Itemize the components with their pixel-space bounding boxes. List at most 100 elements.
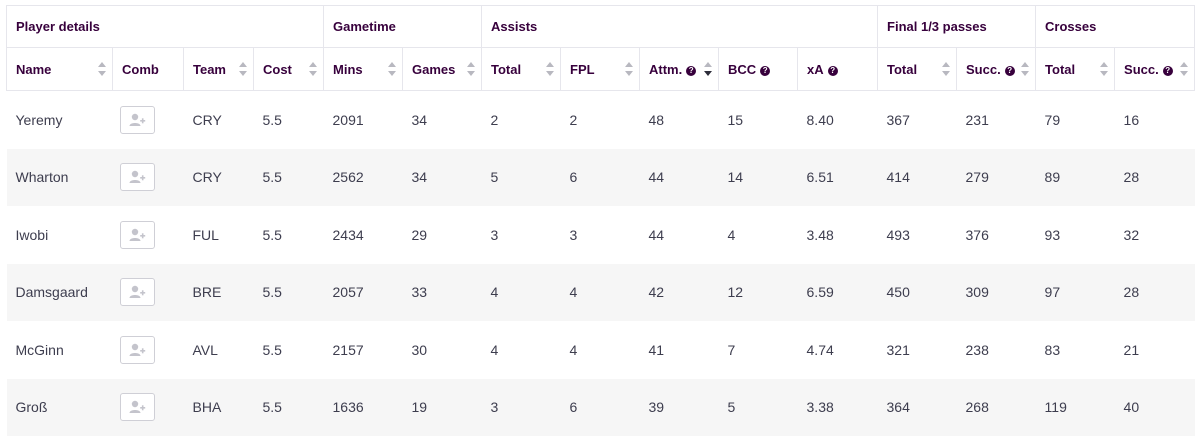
team-cell: BRE <box>183 263 254 321</box>
group-gametime: Gametime <box>323 5 483 48</box>
xa-cell: 3.38 <box>797 378 878 436</box>
col-header-fpl[interactable]: FPL <box>560 47 641 91</box>
sort-arrows-icon[interactable] <box>546 62 555 76</box>
bcc-cell: 15 <box>727 111 744 128</box>
bcc-cell: 14 <box>718 148 798 206</box>
col-header-mins[interactable]: Mins <box>323 47 404 91</box>
add-player-icon <box>129 171 146 184</box>
col-header-xa[interactable]: xA? <box>797 47 879 91</box>
column-header-row: Name Comb Team Cost Mins Games Total FPL… <box>6 47 1196 91</box>
crosses-succ-cell: 21 <box>1123 341 1140 358</box>
stats-table-container: Player details Gametime Assists Final 1/… <box>5 5 1196 436</box>
player-name[interactable]: Groß <box>6 378 113 436</box>
player-name[interactable]: Wharton <box>6 148 113 206</box>
crosses-total-cell: 93 <box>1044 226 1061 243</box>
col-header-final-total-label: Total <box>887 61 918 77</box>
bcc-cell: 7 <box>727 341 736 358</box>
fpl-cell: 4 <box>569 341 578 358</box>
cost-cell: 5.5 <box>262 226 282 243</box>
mins-cell: 2157 <box>332 341 364 358</box>
games-cell: 34 <box>411 111 428 128</box>
fpl-cell: 3 <box>569 226 578 243</box>
help-circle-icon[interactable]: ? <box>1162 65 1173 76</box>
sort-arrows-icon[interactable] <box>1021 62 1030 76</box>
player-stats-table: Player details Gametime Assists Final 1/… <box>5 5 1196 436</box>
games-cell: 34 <box>402 148 482 206</box>
player-name[interactable]: Damsgaard <box>6 263 113 321</box>
final-succ-cell: 268 <box>956 378 1036 436</box>
fpl-cell: 6 <box>560 378 640 436</box>
player-name[interactable]: Iwobi <box>15 226 49 243</box>
column-group-header-row: Player details Gametime Assists Final 1/… <box>5 5 1196 48</box>
col-header-team[interactable]: Team <box>183 47 254 91</box>
sort-arrows-icon[interactable] <box>1100 62 1109 76</box>
col-header-attm-label: Attm. <box>649 61 683 77</box>
table-body: Yeremy CRY 5.5 2091 34 2 2 48 15 8.40 36… <box>6 91 1195 436</box>
fpl-cell: 6 <box>560 148 640 206</box>
col-header-crosses-total-label: Total <box>1045 61 1076 77</box>
comb-cell <box>113 91 184 149</box>
comb-cell <box>113 206 184 264</box>
cost-cell: 5.5 <box>262 341 282 358</box>
col-header-assists-total[interactable]: Total <box>481 47 562 91</box>
col-header-final-total[interactable]: Total <box>877 47 958 91</box>
add-player-icon <box>129 286 146 299</box>
col-header-name[interactable]: Name <box>6 47 113 91</box>
add-to-comb-button[interactable] <box>119 393 155 422</box>
help-circle-icon[interactable]: ? <box>1004 65 1015 76</box>
mins-cell: 1636 <box>323 378 403 436</box>
sort-arrows-icon[interactable] <box>467 62 476 76</box>
add-player-icon <box>129 228 146 241</box>
mins-cell: 2057 <box>323 263 403 321</box>
add-player-icon <box>129 401 146 414</box>
help-circle-icon[interactable]: ? <box>827 65 838 76</box>
col-header-final-succ[interactable]: Succ.? <box>956 47 1037 91</box>
assists-total-cell: 3 <box>481 378 561 436</box>
sort-arrows-icon[interactable] <box>388 62 397 76</box>
sort-arrows-icon[interactable] <box>942 62 951 76</box>
add-to-comb-button[interactable] <box>119 163 155 192</box>
col-header-cost[interactable]: Cost <box>252 47 325 91</box>
col-header-attm[interactable]: Attm.? <box>639 47 720 91</box>
sort-arrows-icon[interactable] <box>239 62 247 76</box>
assists-total-cell: 2 <box>490 111 499 128</box>
team-cell: BHA <box>183 378 254 436</box>
col-header-name-label: Name <box>16 61 52 77</box>
sort-arrows-icon[interactable] <box>98 62 106 76</box>
col-header-crosses-total[interactable]: Total <box>1035 47 1116 91</box>
col-header-cost-label: Cost <box>263 61 292 77</box>
games-cell: 19 <box>402 378 482 436</box>
help-circle-icon[interactable]: ? <box>686 65 697 76</box>
col-header-crosses-succ-label: Succ. <box>1124 61 1159 77</box>
col-header-crosses-succ[interactable]: Succ.? <box>1114 47 1196 91</box>
assists-total-cell: 4 <box>490 341 499 358</box>
bcc-cell: 12 <box>718 263 798 321</box>
final-total-cell: 367 <box>886 111 910 128</box>
sort-arrows-icon[interactable] <box>704 62 713 76</box>
add-player-icon <box>129 113 146 126</box>
player-name[interactable]: Yeremy <box>15 111 63 128</box>
fpl-cell: 2 <box>569 111 578 128</box>
xa-cell: 4.74 <box>806 341 834 358</box>
add-to-comb-button[interactable] <box>119 335 155 364</box>
crosses-succ-cell: 32 <box>1123 226 1140 243</box>
mins-cell: 2562 <box>323 148 403 206</box>
crosses-total-cell: 97 <box>1035 263 1115 321</box>
add-to-comb-button[interactable] <box>119 105 155 134</box>
group-assists: Assists <box>481 5 879 48</box>
col-header-bcc[interactable]: BCC? <box>718 47 799 91</box>
col-header-games[interactable]: Games <box>402 47 483 91</box>
player-name[interactable]: McGinn <box>15 341 64 358</box>
help-circle-icon[interactable]: ? <box>760 65 771 76</box>
sort-arrows-icon[interactable] <box>625 62 634 76</box>
col-header-comb-label: Comb <box>122 61 159 77</box>
xa-cell: 6.51 <box>797 148 878 206</box>
sort-arrows-icon[interactable] <box>309 62 318 76</box>
add-to-comb-button[interactable] <box>119 220 155 249</box>
add-to-comb-button[interactable] <box>119 278 155 307</box>
table-row: Wharton CRY 5.5 2562 34 5 6 44 14 6.51 4… <box>6 148 1195 206</box>
bcc-cell: 5 <box>718 378 798 436</box>
comb-cell <box>112 263 184 321</box>
sort-arrows-icon[interactable] <box>1180 62 1189 76</box>
crosses-total-cell: 83 <box>1044 341 1061 358</box>
